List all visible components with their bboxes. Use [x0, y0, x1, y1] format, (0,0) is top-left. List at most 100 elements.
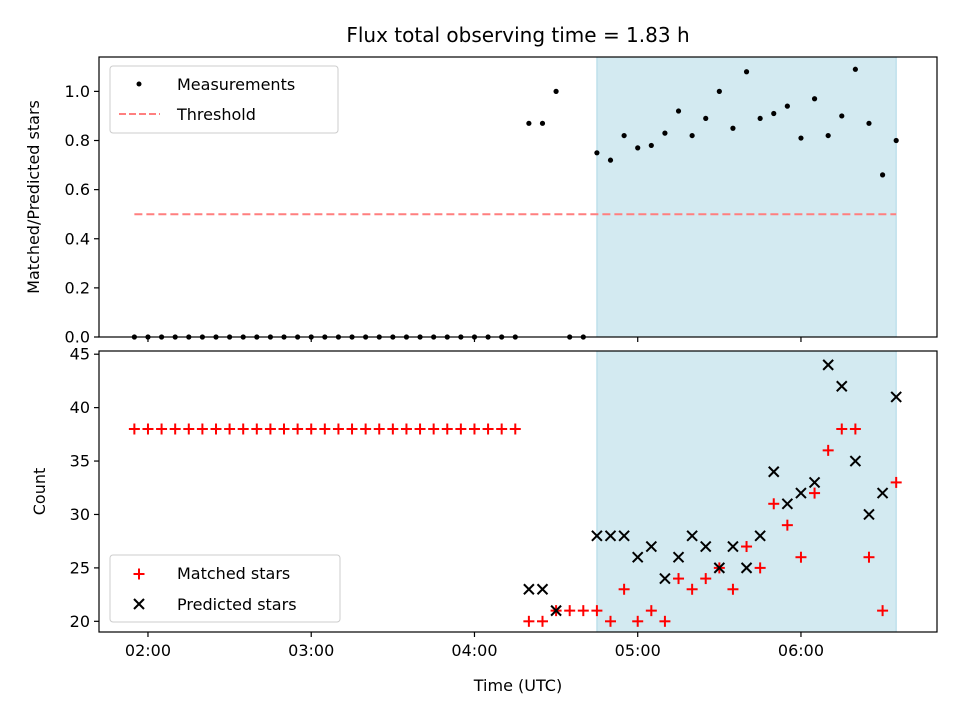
bottom-ytick-label: 45: [70, 345, 90, 364]
matched-star-point: [741, 541, 753, 553]
bottom-xtick-label: 03:00: [288, 641, 334, 660]
bottom-legend-box: [109, 554, 341, 623]
matched-star-point: [346, 423, 358, 435]
matched-star-point: [210, 423, 222, 435]
matched-star-point: [836, 423, 848, 435]
bottom-legend: Matched stars Predicted stars: [109, 554, 341, 623]
predicted-star-point: [523, 583, 535, 595]
matched-star-point: [224, 423, 236, 435]
matched-star-point: [564, 605, 576, 617]
matched-star-point: [292, 423, 304, 435]
measurement-point: [839, 113, 845, 119]
top-panel: 0.0 0.2 0.4 0.6 0.8 1.0 Matched/Predicted sta…: [24, 56, 938, 347]
bottom-ytick-label: 35: [70, 452, 90, 471]
measurement-point: [662, 130, 668, 136]
predicted-star-point: [672, 551, 685, 563]
predicted-star-point: [781, 498, 794, 510]
legend-measurements-label: Measurements: [177, 75, 295, 94]
matched-star-point: [482, 423, 494, 435]
matched-star-point: [278, 423, 290, 435]
measurement-point: [703, 115, 709, 122]
legend-matched-label: Matched stars: [177, 564, 290, 583]
matched-star-point: [673, 573, 685, 585]
predicted-star-point: [754, 530, 766, 542]
bottom-y-axis-label: Count: [30, 468, 49, 516]
predicted-star-point: [700, 540, 712, 553]
bottom-ytick-label: 40: [70, 398, 90, 417]
matched-star-point: [809, 487, 821, 499]
matched-star-point: [523, 615, 535, 627]
measurement-point: [539, 120, 546, 126]
measurement-point: [771, 110, 777, 117]
matched-star-point: [373, 423, 385, 435]
matched-star-point: [196, 423, 208, 435]
measurement-point: [879, 172, 886, 178]
matched-star-point: [441, 423, 453, 435]
measurement-point: [825, 132, 831, 139]
predicted-star-point: [727, 540, 739, 553]
matched-star-point: [183, 423, 195, 435]
matched-star-point: [142, 423, 154, 435]
bottom-ytick-label: 20: [70, 612, 90, 631]
matched-star-point: [251, 423, 263, 435]
legend-predicted-label: Predicted stars: [177, 595, 297, 614]
predicted-star-point: [876, 487, 889, 499]
predicted-star-point: [632, 551, 644, 563]
bottom-xtick-label: 04:00: [451, 641, 497, 660]
predicted-star-point: [604, 530, 617, 542]
legend-measurements-marker: [136, 81, 142, 87]
matched-star-point: [387, 423, 399, 435]
bottom-xtick-label: 05:00: [615, 641, 661, 660]
bottom-xtick-label: 06:00: [778, 641, 824, 660]
top-legend: Measurements Threshold: [109, 65, 339, 134]
predicted-star-point: [808, 476, 821, 489]
bottom-x-ticks: 02:00 03:00 04:00 05:00 06:00: [125, 632, 824, 660]
matched-star-point: [305, 423, 317, 435]
bottom-xtick-label: 02:00: [125, 641, 171, 660]
top-shaded-region: [596, 56, 897, 338]
bottom-ytick-label: 30: [70, 505, 90, 524]
chart-title: Flux total observing time = 1.83 h: [346, 23, 689, 47]
predicted-star-point: [591, 530, 603, 542]
matched-star-point: [605, 615, 617, 627]
matched-star-point: [264, 423, 276, 435]
bottom-plot-frame: [98, 350, 938, 633]
predicted-star-point: [863, 508, 875, 521]
legend-matched-marker: [133, 568, 145, 580]
measurement-point: [607, 157, 614, 163]
predicted-star-point: [836, 380, 848, 392]
matched-star-point: [128, 423, 140, 435]
predicted-star-point: [890, 391, 902, 403]
measurement-point: [594, 150, 600, 156]
matched-star-point: [455, 423, 467, 435]
matched-star-point: [795, 551, 807, 563]
matched-star-point: [156, 423, 168, 435]
matched-star-point: [400, 423, 412, 435]
top-ytick-label: 0.4: [65, 229, 90, 248]
matched-star-point: [332, 423, 344, 435]
legend-x-glyph: [133, 598, 145, 610]
matched-star-point: [618, 583, 630, 595]
predicted-star-point: [645, 540, 658, 553]
predicted-star-point: [713, 562, 726, 574]
matched-star-point: [700, 573, 712, 585]
measurement-point: [811, 96, 818, 102]
measurement-point: [689, 132, 695, 139]
top-ytick-label: 0.0: [65, 328, 90, 347]
matched-star-point: [577, 605, 589, 617]
matched-star-point: [645, 605, 657, 617]
predicted-star-point: [686, 530, 698, 542]
matched-star-point: [768, 498, 780, 510]
measurement-point: [648, 142, 654, 149]
matched-star-point: [536, 615, 548, 627]
measurement-point: [730, 125, 736, 131]
bottom-ytick-label: 25: [70, 558, 90, 577]
matched-star-point: [659, 615, 671, 627]
predicted-star-point: [849, 455, 862, 467]
measurement-point: [866, 120, 872, 126]
predicted-star-point: [740, 562, 753, 574]
predicted-star-point: [618, 530, 630, 542]
top-ytick-label: 1.0: [65, 82, 90, 101]
matched-star-point: [360, 423, 372, 435]
